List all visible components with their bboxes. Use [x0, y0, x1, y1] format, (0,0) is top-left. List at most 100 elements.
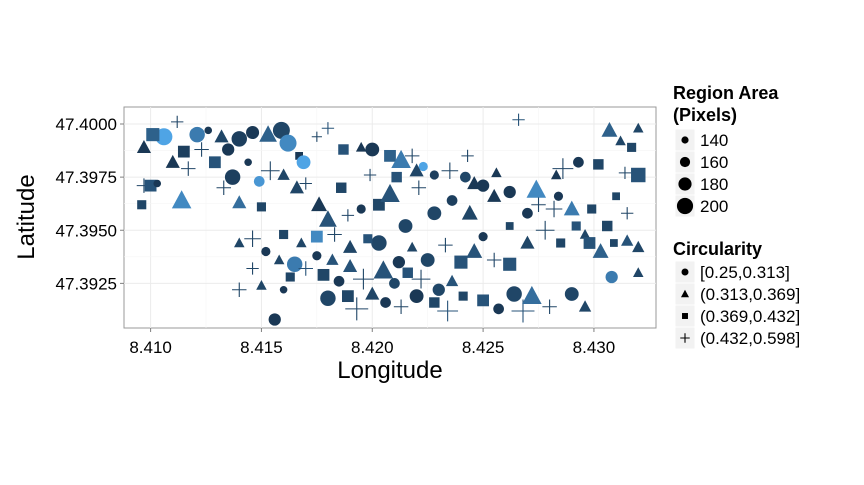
data-points [136, 113, 646, 326]
data-point [272, 121, 290, 139]
data-point [371, 235, 387, 251]
data-point [296, 237, 307, 248]
data-point [244, 158, 252, 167]
data-point [311, 131, 322, 142]
data-point [363, 168, 377, 182]
data-point [319, 210, 337, 227]
data-point [512, 113, 525, 126]
data-point [601, 122, 618, 137]
data-point [194, 142, 209, 157]
data-point [177, 145, 190, 158]
data-point [256, 279, 267, 290]
data-point [592, 243, 609, 258]
data-point [317, 268, 330, 281]
data-point [171, 115, 184, 129]
data-point [380, 297, 391, 308]
size-legend-label: 180 [700, 175, 728, 194]
data-point [345, 297, 369, 321]
data-point [411, 269, 431, 289]
size-legend-symbol [678, 177, 692, 191]
size-legend: Region Area (Pixels) 140 160 180 200 [673, 83, 779, 218]
data-point [627, 142, 637, 152]
data-point [445, 274, 459, 287]
data-point [279, 229, 289, 240]
data-point [522, 285, 542, 304]
data-point [232, 195, 247, 209]
data-point [578, 300, 592, 312]
data-point [454, 255, 468, 269]
data-point [609, 239, 618, 247]
data-point [404, 148, 420, 164]
data-point [506, 286, 522, 302]
shape-legend-label: (0.313,0.369] [700, 285, 800, 304]
data-point [286, 256, 303, 272]
x-tick-label: 8.425 [462, 338, 505, 357]
data-point [384, 149, 396, 162]
data-point [380, 183, 400, 202]
size-legend-items: 140 160 180 200 [674, 128, 728, 218]
data-point [458, 291, 468, 301]
data-point [411, 180, 427, 195]
data-point [246, 262, 259, 275]
data-point [550, 169, 562, 180]
shape-legend: Circularity [0.25,0.313] (0.313,0.369] (0.… [673, 239, 800, 350]
data-point [153, 179, 162, 188]
x-tick-label: 8.415 [240, 338, 283, 357]
size-legend-label: 160 [700, 153, 728, 172]
data-point [545, 200, 563, 218]
data-point [612, 192, 620, 201]
x-tick-label: 8.430 [573, 338, 616, 357]
data-point [181, 161, 196, 176]
size-legend-symbol [681, 136, 689, 144]
data-point [556, 238, 566, 248]
data-point [573, 156, 584, 168]
data-point [409, 289, 424, 304]
data-point [277, 168, 290, 180]
data-point [522, 207, 533, 219]
data-point [341, 290, 354, 303]
data-point [256, 202, 266, 212]
data-point [535, 220, 555, 240]
data-point [466, 243, 483, 258]
data-point [234, 237, 245, 248]
data-point [571, 221, 581, 231]
data-point [633, 122, 644, 133]
y-tick-label: 47.3975 [56, 168, 117, 187]
data-point [326, 253, 339, 265]
data-point [392, 255, 406, 269]
data-point [244, 230, 261, 248]
data-point [461, 149, 474, 163]
data-point [320, 290, 336, 306]
data-point [393, 299, 409, 314]
data-point [338, 144, 349, 155]
y-tick-label: 47.3950 [56, 221, 117, 240]
data-point [232, 282, 247, 297]
data-point [564, 287, 579, 301]
data-point [526, 179, 547, 198]
data-point [579, 228, 591, 239]
y-tick-label: 47.3925 [56, 274, 117, 293]
data-point [406, 241, 418, 252]
data-point [224, 169, 241, 185]
data-point [398, 219, 413, 233]
data-point [552, 158, 574, 180]
data-point [602, 220, 613, 232]
size-legend-title-line2: (Pixels) [673, 105, 737, 125]
data-point [279, 285, 288, 294]
data-point [563, 200, 580, 216]
data-point [273, 254, 285, 265]
data-point [429, 297, 440, 308]
data-point [321, 122, 335, 135]
shape-legend-symbol [681, 268, 689, 276]
size-legend-label: 200 [700, 197, 728, 216]
x-tick-label: 8.420 [351, 338, 394, 357]
data-point [633, 267, 644, 277]
data-point [593, 159, 604, 170]
data-point [365, 286, 380, 300]
data-point [373, 260, 394, 279]
data-point [356, 204, 366, 214]
data-point [391, 149, 411, 168]
x-axis-title: Longitude [337, 357, 442, 384]
data-point [279, 134, 297, 152]
data-point [486, 252, 502, 268]
